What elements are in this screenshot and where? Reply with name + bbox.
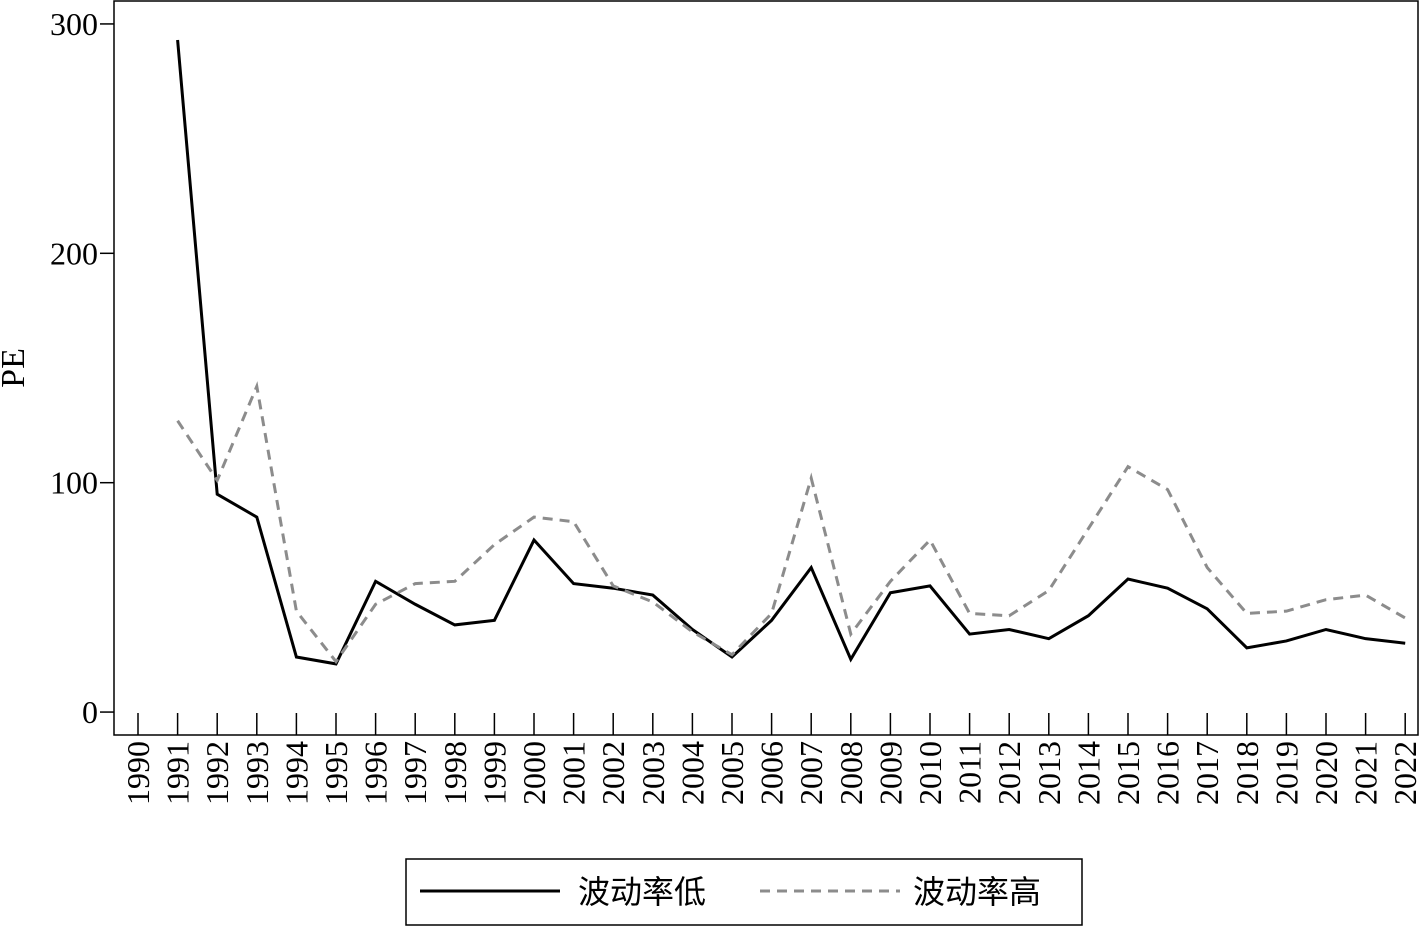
x-tick-label: 2018	[1229, 741, 1265, 805]
x-tick-label: 2012	[991, 741, 1027, 805]
x-tick-label: 2000	[516, 741, 552, 805]
x-tick-label: 2015	[1110, 741, 1146, 805]
x-tick-label: 2019	[1268, 741, 1304, 805]
x-tick-label: 2004	[674, 741, 710, 805]
x-tick-label: 1996	[358, 741, 394, 805]
x-tick-label: 1998	[437, 741, 473, 805]
x-tick-label: 2002	[595, 741, 631, 805]
x-tick-label: 1992	[199, 741, 235, 805]
x-tick-label: 1994	[278, 741, 314, 805]
x-tick-label: 2010	[912, 741, 948, 805]
series-layer	[176, 39, 1406, 666]
x-tick-label: 2020	[1308, 741, 1344, 805]
x-tick-label: 2021	[1348, 741, 1384, 805]
x-tick-label: 2008	[833, 741, 869, 805]
x-tick-label: 1993	[239, 741, 275, 805]
x-tick-label: 1997	[397, 741, 433, 805]
legend: 波动率低 波动率高	[405, 858, 1083, 926]
x-tick-label: 2001	[556, 741, 592, 805]
x-tick-label: 2022	[1387, 741, 1421, 805]
x-tick-label: 2003	[635, 741, 671, 805]
x-tick-label: 2014	[1070, 741, 1106, 805]
x-tick-label: 2007	[793, 741, 829, 805]
y-tick-label: 200	[50, 235, 98, 271]
x-tick-label: 2009	[872, 741, 908, 805]
x-tick-label: 2006	[754, 741, 790, 805]
y-axis: 0 100 200 300	[50, 6, 114, 730]
x-axis: 1990 1991 1992 1993 1994 1995 1996 1997 1998 1999…	[120, 713, 1421, 805]
y-tick-label: 0	[82, 694, 98, 730]
legend-label-high: 波动率高	[913, 873, 1041, 911]
x-tick-label: 1995	[318, 741, 354, 805]
legend-label-low: 波动率低	[578, 873, 706, 911]
x-tick-label: 2013	[1031, 741, 1067, 805]
x-tick-label: 2016	[1150, 741, 1186, 805]
x-tick-label: 2005	[714, 741, 750, 805]
x-tick-label: 2011	[952, 741, 988, 804]
plot-frame	[113, 0, 1419, 736]
y-tick-label: 100	[50, 465, 98, 501]
x-tick-label: 2017	[1189, 741, 1225, 805]
x-tick-label: 1990	[120, 741, 156, 805]
series-line-0	[176, 39, 1406, 666]
x-tick-label: 1999	[476, 741, 512, 805]
x-tick-label: 1991	[160, 741, 196, 805]
y-axis-title: PE	[0, 348, 32, 388]
y-tick-label: 300	[50, 6, 98, 42]
series-line-1	[176, 381, 1406, 665]
